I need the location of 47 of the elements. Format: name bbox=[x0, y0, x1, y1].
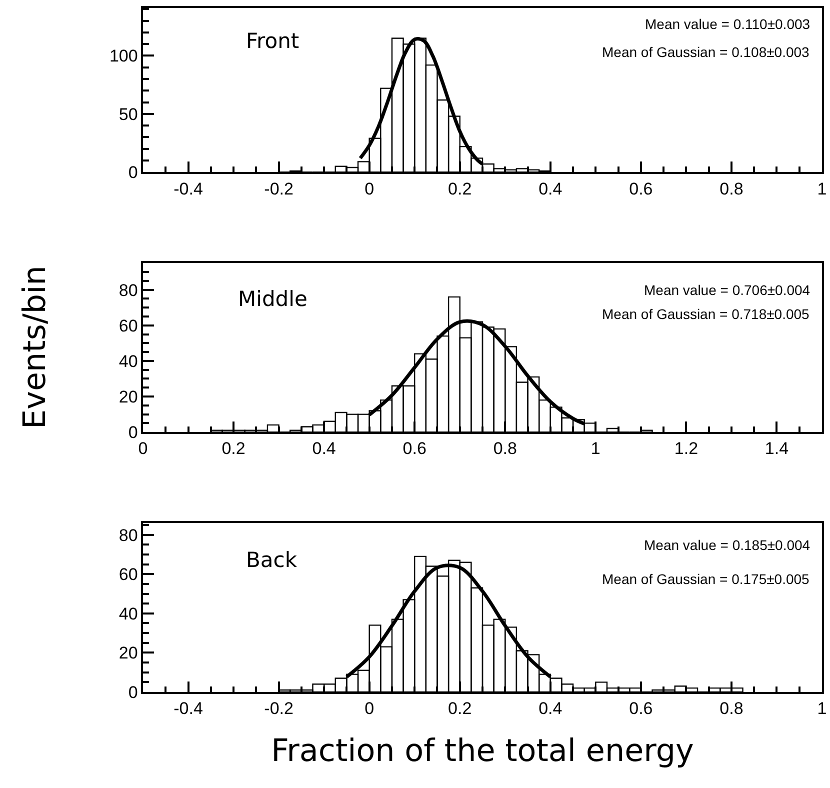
y-tick-label: 40 bbox=[118, 352, 138, 371]
x-tick-label: 1.2 bbox=[674, 439, 698, 458]
annotation: Mean of Gaussian = 0.718±0.005 bbox=[602, 306, 810, 322]
x-tick-label: 1.4 bbox=[764, 439, 789, 458]
x-tick-label: -0.2 bbox=[264, 699, 294, 718]
y-tick-label: 80 bbox=[118, 280, 138, 300]
x-axis-title: Fraction of the total energy bbox=[271, 732, 694, 769]
annotation: Back bbox=[246, 548, 298, 572]
y-tick-label: 0 bbox=[128, 682, 138, 702]
annotation: Mean of Gaussian = 0.108±0.003 bbox=[602, 44, 810, 60]
annotation: Middle bbox=[238, 287, 308, 311]
y-tick-label: 0 bbox=[128, 423, 138, 442]
y-tick-label: 100 bbox=[109, 46, 138, 66]
x-tick-label: 0.2 bbox=[448, 699, 472, 718]
y-tick-label: 20 bbox=[118, 644, 138, 663]
x-tick-label: 0.6 bbox=[402, 439, 426, 458]
x-tick-label: 0.8 bbox=[493, 439, 517, 458]
x-tick-label: 0 bbox=[364, 699, 374, 718]
x-tick-label: -0.4 bbox=[174, 179, 203, 198]
x-tick-label: 1 bbox=[817, 699, 827, 718]
x-tick-label: 0.6 bbox=[629, 699, 653, 718]
y-tick-label: 40 bbox=[118, 604, 138, 624]
x-tick-label: 0.2 bbox=[222, 439, 246, 458]
x-tick-label: 0.4 bbox=[538, 179, 562, 198]
annotation: Mean of Gaussian = 0.175±0.005 bbox=[602, 571, 810, 587]
x-tick-label: -0.4 bbox=[174, 699, 203, 718]
annotation: Front bbox=[246, 29, 300, 53]
y-tick-label: 20 bbox=[118, 387, 138, 406]
y-axis-title: Events/bin bbox=[16, 266, 53, 429]
y-tick-label: 60 bbox=[118, 565, 138, 584]
annotation: Mean value = 0.110±0.003 bbox=[645, 16, 810, 32]
y-tick-label: 0 bbox=[128, 163, 138, 182]
x-tick-label: 0.4 bbox=[538, 699, 562, 718]
x-tick-label: 0.2 bbox=[448, 179, 472, 198]
annotation: Mean value = 0.706±0.004 bbox=[644, 282, 810, 298]
x-tick-label: -0.2 bbox=[264, 179, 294, 198]
x-tick-label: 0.6 bbox=[629, 179, 653, 198]
y-tick-label: 60 bbox=[118, 316, 138, 336]
annotation: Mean value = 0.185±0.004 bbox=[644, 537, 810, 553]
y-tick-label: 50 bbox=[118, 104, 138, 124]
x-tick-label: 0 bbox=[364, 179, 374, 198]
x-tick-label: 0.4 bbox=[312, 439, 336, 458]
y-tick-label: 80 bbox=[118, 526, 138, 545]
x-tick-label: 1 bbox=[590, 439, 600, 458]
x-tick-label: 1 bbox=[817, 179, 827, 198]
x-tick-label: 0.8 bbox=[720, 699, 744, 718]
x-tick-label: 0.8 bbox=[720, 179, 744, 198]
